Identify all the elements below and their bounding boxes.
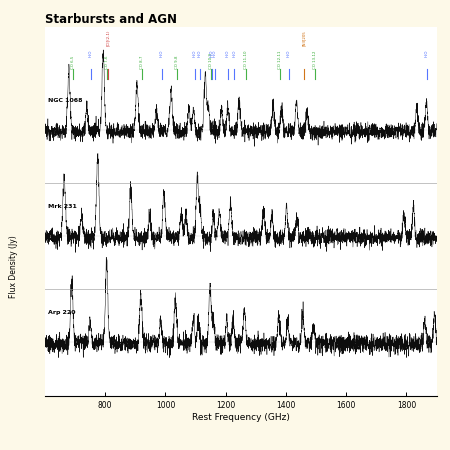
Text: H₂O: H₂O: [160, 50, 164, 58]
Text: CO 6-5: CO 6-5: [71, 56, 75, 69]
Text: CO 13-12: CO 13-12: [313, 51, 317, 69]
Text: CO 7-6: CO 7-6: [105, 56, 109, 69]
Text: CO 12-11: CO 12-11: [279, 51, 283, 69]
Text: H₂O: H₂O: [232, 50, 236, 58]
X-axis label: Rest Frequency (GHz): Rest Frequency (GHz): [192, 413, 290, 422]
Text: Arp 220: Arp 220: [48, 310, 76, 315]
Text: H₂O: H₂O: [193, 50, 197, 58]
Text: Flux Density (Jy): Flux Density (Jy): [9, 235, 18, 298]
Text: H₂O: H₂O: [425, 50, 429, 58]
Text: CO 9-8: CO 9-8: [175, 56, 179, 69]
Text: CO 8-7: CO 8-7: [140, 56, 144, 69]
Text: CO 11-10: CO 11-10: [244, 51, 248, 69]
Text: H₂O: H₂O: [198, 50, 202, 58]
Text: H₂O: H₂O: [89, 50, 93, 58]
Text: Starbursts and AGN: Starbursts and AGN: [45, 13, 177, 26]
Text: NGC 1068: NGC 1068: [48, 98, 82, 103]
Text: Mrk 231: Mrk 231: [48, 203, 77, 208]
Text: H₂O: H₂O: [210, 50, 214, 58]
Text: CO 10-9: CO 10-9: [209, 53, 213, 69]
Text: H₂O: H₂O: [212, 50, 216, 58]
Text: [NII]205: [NII]205: [302, 30, 306, 45]
Text: H₂O: H₂O: [226, 50, 230, 58]
Text: [CI](2-1): [CI](2-1): [106, 29, 110, 45]
Text: H₂O: H₂O: [287, 50, 291, 58]
